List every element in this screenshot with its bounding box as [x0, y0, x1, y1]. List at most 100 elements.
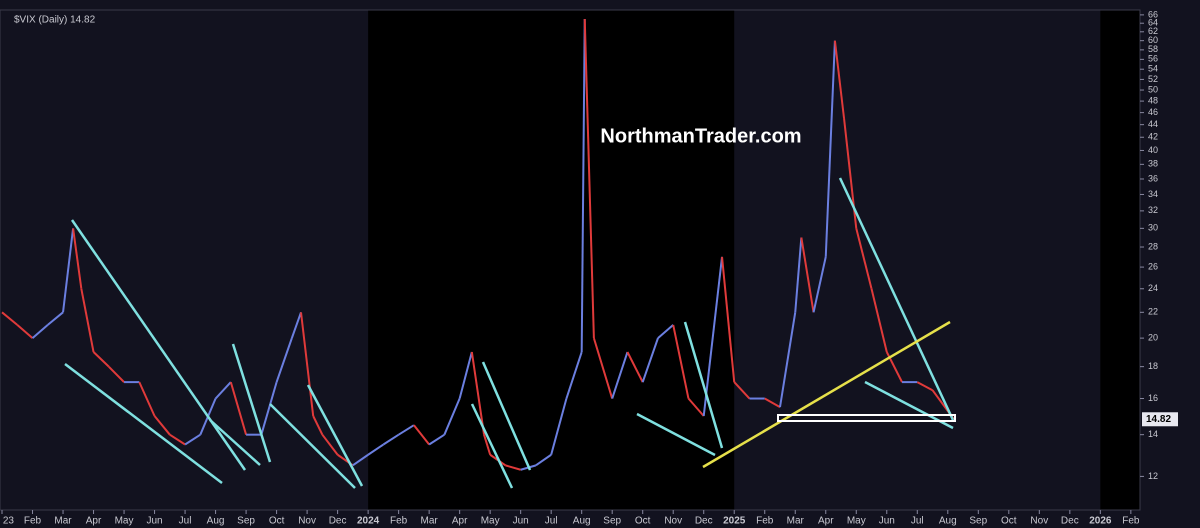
- trend-line: [306, 384, 364, 487]
- price-segment: [672, 324, 690, 399]
- price-segment: [916, 381, 934, 392]
- x-tick-label: 2025: [723, 516, 746, 527]
- y-tick-label: 44: [1148, 119, 1158, 129]
- y-tick-label: 46: [1148, 107, 1158, 117]
- trend-line: [636, 412, 716, 457]
- x-tick-label: Jun: [879, 516, 895, 527]
- year-band: [368, 10, 735, 510]
- y-tick-label: 28: [1148, 241, 1158, 251]
- trend-line: [481, 361, 532, 471]
- y-tick-label: 12: [1148, 471, 1158, 481]
- y-tick-label: 22: [1148, 307, 1158, 317]
- price-segment: [92, 351, 110, 368]
- y-tick-label: 16: [1148, 393, 1158, 403]
- price-segment: [352, 453, 369, 467]
- x-tick-label: Sep: [237, 516, 255, 527]
- trend-line: [70, 219, 247, 471]
- price-segment: [641, 337, 659, 383]
- price-segment: [62, 228, 75, 313]
- x-tick-label: Oct: [269, 516, 285, 527]
- support-line: [702, 320, 951, 469]
- y-tick-label: 26: [1148, 261, 1158, 271]
- price-segment: [764, 397, 781, 408]
- x-tick-label: Aug: [207, 516, 225, 527]
- support-box: [777, 414, 956, 422]
- price-segment: [31, 324, 49, 339]
- last-value-box: [1142, 412, 1178, 427]
- x-tick-label: Jul: [179, 516, 192, 527]
- price-segment: [565, 351, 583, 399]
- price-segment: [535, 453, 552, 467]
- x-tick-label: Feb: [390, 516, 408, 527]
- price-segment: [779, 312, 797, 408]
- price-segment: [312, 415, 324, 436]
- price-segment: [275, 337, 293, 383]
- x-tick-label: Mar: [787, 516, 805, 527]
- y-tick-label: 30: [1148, 223, 1158, 233]
- price-segment: [290, 311, 302, 339]
- price-segment: [824, 40, 836, 257]
- x-tick-label: Feb: [24, 516, 42, 527]
- price-segment: [812, 256, 827, 313]
- price-segment: [382, 433, 400, 446]
- x-tick-label: Nov: [1030, 516, 1048, 527]
- price-segment: [870, 288, 888, 353]
- price-segment: [80, 288, 95, 353]
- price-segment: [16, 324, 34, 339]
- price-segment: [580, 19, 586, 353]
- trend-line: [470, 403, 514, 489]
- x-tick-label: Mar: [421, 516, 439, 527]
- price-segment: [321, 434, 339, 456]
- y-tick-label: 40: [1148, 145, 1158, 155]
- price-segment: [687, 397, 705, 417]
- last-value-label: 14.82: [1146, 414, 1171, 425]
- price-segment: [153, 415, 171, 436]
- year-band: [1100, 10, 1140, 510]
- price-segment: [1, 311, 18, 326]
- x-tick-label: Sep: [969, 516, 987, 527]
- x-tick-label: Sep: [603, 516, 621, 527]
- x-tick-label: May: [481, 516, 500, 527]
- x-tick-label: Dec: [1061, 516, 1079, 527]
- y-tick-label: 38: [1148, 159, 1158, 169]
- price-segment: [505, 464, 521, 471]
- price-segment: [214, 381, 232, 400]
- x-tick-label: Apr: [818, 516, 834, 527]
- x-tick-label: Nov: [298, 516, 316, 527]
- x-tick-label: Aug: [573, 516, 591, 527]
- y-tick-label: 20: [1148, 332, 1158, 342]
- x-tick-label: Jun: [513, 516, 529, 527]
- price-segment: [592, 337, 614, 399]
- y-tick-label: 50: [1148, 84, 1158, 94]
- y-tick-label: 42: [1148, 132, 1158, 142]
- y-tick-label: 48: [1148, 95, 1158, 105]
- x-tick-label: Aug: [939, 516, 957, 527]
- price-segment: [138, 381, 156, 417]
- y-tick-label: 58: [1148, 44, 1158, 54]
- price-segment: [855, 228, 873, 289]
- price-segment: [300, 312, 315, 417]
- trend-line: [209, 419, 261, 466]
- x-tick-label: Dec: [329, 516, 347, 527]
- trend-line: [269, 403, 356, 489]
- price-segment: [702, 256, 724, 417]
- watermark: NorthmanTrader.com: [600, 125, 801, 147]
- trend-line: [838, 177, 955, 421]
- price-segment: [721, 256, 736, 383]
- price-segment: [108, 365, 125, 383]
- x-tick-label: Dec: [695, 516, 713, 527]
- price-segment: [184, 433, 201, 446]
- price-segment: [550, 398, 568, 456]
- x-tick-label: Feb: [756, 516, 774, 527]
- price-segment: [229, 381, 248, 435]
- chart-title: $VIX (Daily) 14.82: [14, 15, 96, 26]
- trend-line: [64, 363, 223, 484]
- price-segment: [800, 237, 815, 313]
- y-tick-label: 62: [1148, 26, 1158, 36]
- y-tick-label: 56: [1148, 54, 1158, 64]
- y-tick-label: 60: [1148, 35, 1158, 45]
- price-segment: [626, 351, 644, 383]
- price-segment: [413, 424, 430, 446]
- price-segment: [428, 433, 445, 446]
- y-tick-label: 24: [1148, 283, 1158, 293]
